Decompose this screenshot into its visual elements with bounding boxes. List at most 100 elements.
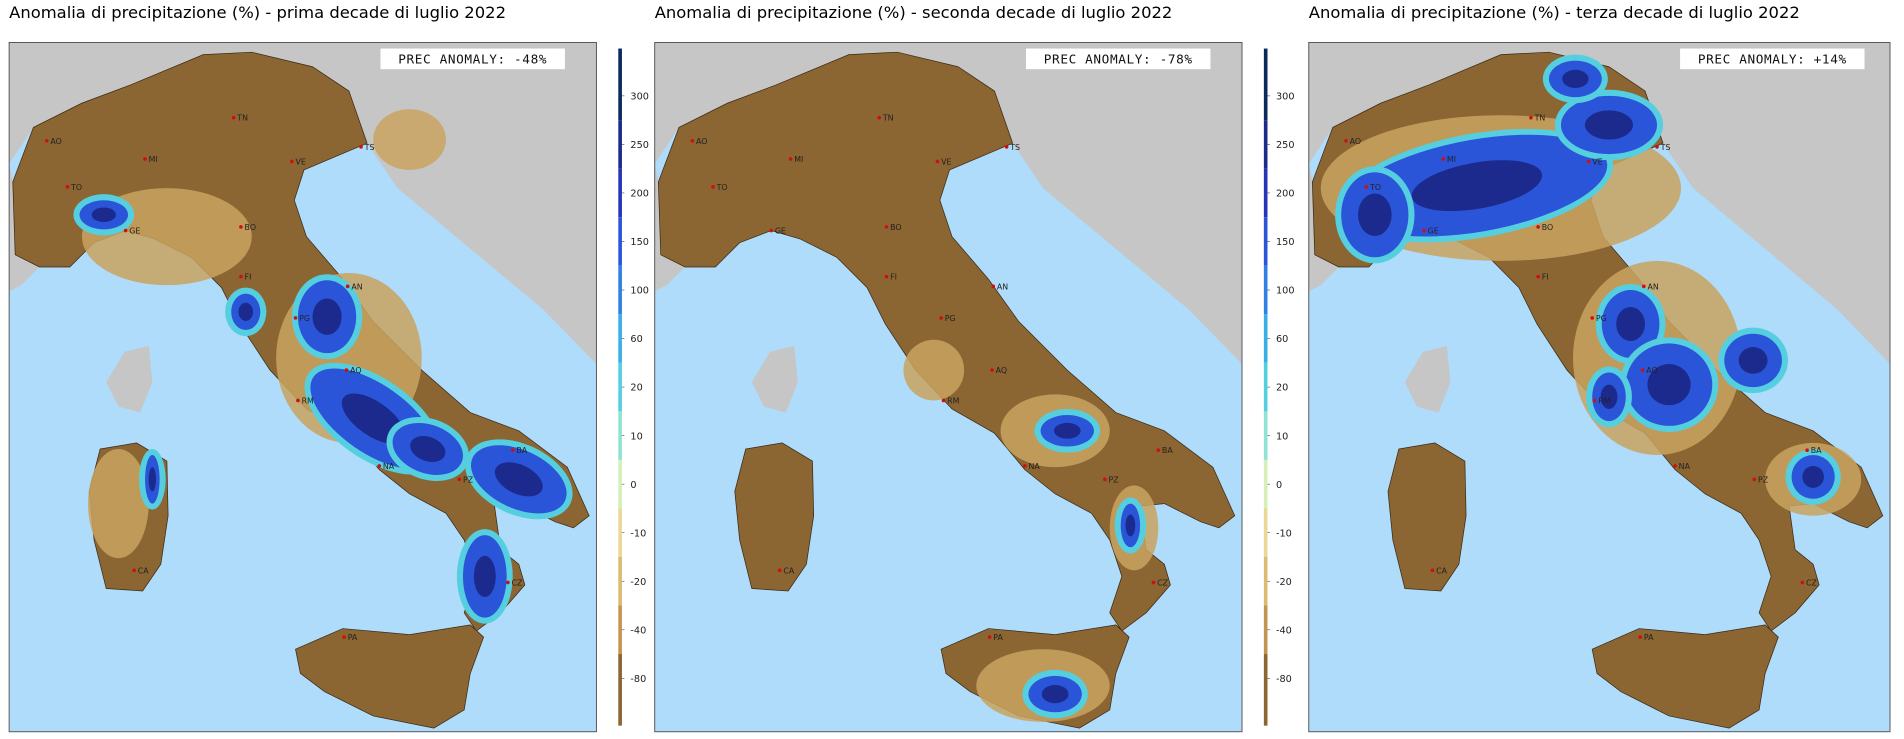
foreign-land [654, 163, 686, 292]
city-marker [231, 115, 236, 120]
city-label: BO [1542, 223, 1553, 232]
city-marker [44, 138, 49, 143]
city-label: TN [236, 114, 248, 123]
city-marker [769, 228, 774, 233]
city-label: CA [138, 566, 149, 575]
colorbar-label: 100 [630, 286, 649, 297]
city-label: TN [882, 114, 894, 123]
city-marker [939, 316, 943, 320]
city-label: CA [783, 566, 794, 575]
city-label: VE [941, 157, 951, 166]
colorbar-label: -10 [1276, 528, 1292, 539]
city-marker [711, 185, 715, 189]
anomaly-label: PREC ANOMALY: -48% [398, 53, 547, 68]
colorbar-band [1263, 217, 1268, 266]
colorbar-label: 250 [630, 140, 649, 151]
colorbar-label: 60 [630, 334, 642, 345]
city-marker [884, 225, 889, 229]
city-marker [777, 568, 782, 573]
city-marker [1586, 159, 1591, 164]
city-label: BA [1162, 446, 1173, 455]
city-marker [1344, 138, 1348, 143]
city-label: PG [1596, 314, 1607, 323]
colorbar-label: 200 [1276, 189, 1295, 200]
colorbar-band [1263, 48, 1268, 121]
city-marker [293, 316, 298, 320]
colorbar-band [1263, 120, 1268, 169]
wet-area-core [1802, 465, 1824, 488]
city-label: AQ [1646, 366, 1657, 375]
colorbar-band [1263, 411, 1268, 460]
colorbar-band [1263, 508, 1268, 557]
city-marker [290, 159, 294, 164]
anomaly-box [1026, 48, 1211, 70]
city-marker [1022, 464, 1027, 468]
city-marker [877, 115, 882, 120]
colorbar-label: 300 [630, 92, 649, 103]
city-marker [345, 284, 350, 289]
city-label: AQ [996, 366, 1007, 375]
colorbar-band [1263, 168, 1268, 218]
city-marker [1364, 185, 1369, 189]
map-panel: AO MI TN VE TS TO GE BO FI AN PG AQ RM NA BA PZ CZ PA CA PR… [654, 41, 1243, 733]
city-label: TS [364, 143, 375, 152]
colorbar-label: 0 [1276, 480, 1282, 491]
map-frame [1308, 41, 1891, 733]
city-label: AO [50, 137, 61, 146]
colorbar-label: 150 [630, 237, 649, 248]
city-label: TO [1369, 183, 1381, 192]
wet-area-core [148, 467, 156, 492]
city-marker [1800, 580, 1805, 585]
city-label: MI [1447, 155, 1456, 164]
colorbar-band [618, 411, 622, 460]
city-marker [1004, 145, 1009, 149]
anomaly-label: PREC ANOMALY: +14% [1698, 53, 1847, 68]
city-label: PA [993, 633, 1003, 642]
colorbar-label: 10 [630, 431, 642, 442]
foreign-land [106, 345, 153, 413]
map-panel: AO MI TN VE TS TO GE BO FI AN PG AQ RM NA BA PZ CZ PA CA PR… [1308, 41, 1891, 733]
city-marker [1430, 568, 1435, 573]
city-marker [1590, 316, 1594, 320]
city-label: PZ [1109, 475, 1120, 484]
city-marker [1638, 635, 1643, 639]
map-frame [8, 41, 597, 733]
colorbar-band [1263, 556, 1268, 606]
wet-area-core [494, 462, 543, 497]
city-marker [991, 284, 996, 289]
colorbar-label: 20 [1276, 383, 1288, 394]
colorbar-label: 300 [1276, 92, 1295, 103]
city-marker [690, 138, 695, 143]
italy-land [1591, 624, 1779, 729]
colorbar-band [618, 314, 622, 363]
city-label: MI [794, 155, 803, 164]
city-label: VE [1592, 157, 1602, 166]
colorbar-label: -20 [630, 577, 646, 588]
colorbar-label: -40 [1276, 625, 1292, 636]
city-marker [884, 274, 889, 279]
city-label: TS [1009, 143, 1020, 152]
city-label: BO [890, 223, 901, 232]
dry-area [88, 448, 149, 559]
city-label: BA [1811, 446, 1822, 455]
city-marker [143, 157, 147, 161]
colorbar-label: 200 [630, 189, 649, 200]
anomaly-field [73, 109, 573, 624]
colorbar-label: 250 [1276, 140, 1295, 151]
dry-area [373, 109, 446, 170]
city-marker [1673, 464, 1677, 468]
italy-land [295, 624, 485, 729]
colorbar-band [1263, 314, 1268, 363]
city-marker [1805, 448, 1809, 453]
foreign-land [751, 345, 798, 413]
city-label: PZ [463, 475, 474, 484]
colorbar-label: 150 [1276, 237, 1295, 248]
city-marker [987, 635, 992, 639]
city-marker [1536, 225, 1540, 229]
city-marker [1641, 284, 1646, 289]
city-marker [506, 580, 510, 585]
city-label: TO [716, 183, 728, 192]
colorbar-band [618, 508, 622, 557]
wet-area-core [1562, 69, 1589, 88]
